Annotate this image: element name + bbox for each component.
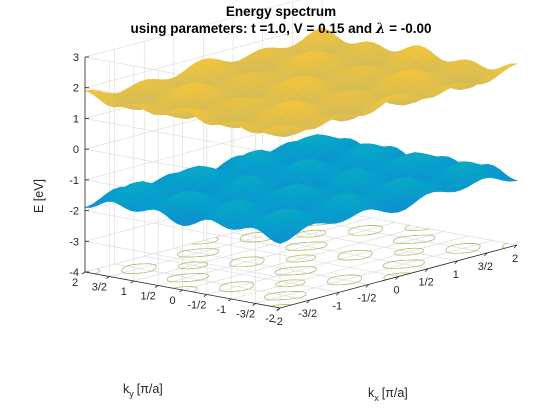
y-tick-label-5: 1/2 xyxy=(140,291,155,303)
grid-floor-y-3 xyxy=(206,231,444,295)
y-tick-label-2: -1 xyxy=(216,304,226,316)
y-tick-label-3: -1/2 xyxy=(187,300,206,312)
grid-back-z-6 xyxy=(84,24,323,89)
grid-floor-y-5 xyxy=(158,222,396,286)
z-tick-label-7: 3 xyxy=(73,52,79,64)
x-tick-label-3: -1/2 xyxy=(357,292,376,304)
z-axis-label: E [eV] xyxy=(32,179,46,213)
grid-left-z-2 xyxy=(84,210,281,247)
z-tick-label-6: 2 xyxy=(73,83,79,95)
x-axis-label-unit: [π/a] xyxy=(382,386,408,400)
y-tick-mark-4 xyxy=(179,289,183,293)
grid-floor-y-2 xyxy=(231,235,469,300)
x-tick-mark-7 xyxy=(484,252,488,257)
y-axis-label-unit: [π/a] xyxy=(137,382,163,396)
z-tick-label-3: -1 xyxy=(69,175,79,187)
y-tick-mark-5 xyxy=(154,285,159,288)
y-axis-label: ky [π/a] xyxy=(123,382,163,399)
y-tick-mark-6 xyxy=(130,280,134,284)
x-tick-mark-5 xyxy=(424,268,429,272)
x-tick-label-4: 0 xyxy=(393,285,399,297)
x-tick-mark-4 xyxy=(395,276,399,280)
y-tick-mark-7 xyxy=(106,276,110,279)
grid-left-z-1 xyxy=(84,240,281,278)
y-tick-label-4: 0 xyxy=(169,295,175,307)
contour-level-4 xyxy=(121,216,481,301)
y-axis-label-main: k xyxy=(123,382,130,396)
grid-floor-y-4 xyxy=(182,226,420,291)
subtitle-lambda: λ xyxy=(375,21,385,37)
x-tick-label-1: -3/2 xyxy=(298,308,317,320)
x-tick-label-5: 1/2 xyxy=(418,277,433,289)
x-axis-label-sub: x xyxy=(374,393,379,403)
energy-surface xyxy=(84,27,518,244)
y-tick-mark-3 xyxy=(203,294,208,297)
x-tick-mark-8 xyxy=(513,244,518,249)
y-tick-mark-1 xyxy=(252,303,256,306)
chart-title: Energy spectrum xyxy=(226,4,336,19)
x-tick-label-0: -2 xyxy=(273,316,283,328)
z-tick-label-0: -4 xyxy=(69,267,79,279)
y-tick-label-6: 1 xyxy=(121,286,127,298)
grid-floor-y-1 xyxy=(255,240,493,304)
z-tick-label-4: 0 xyxy=(73,144,79,156)
y-tick-label-1: -3/2 xyxy=(236,309,255,321)
grid-back-z-7 xyxy=(84,0,301,58)
x-tick-label-2: -1 xyxy=(332,300,342,312)
floor-contours xyxy=(94,210,508,307)
z-tick-label-5: 1 xyxy=(73,113,79,125)
surface-patch xyxy=(504,178,518,182)
subtitle-suffix: = -0.00 xyxy=(385,21,431,36)
y-tick-mark-2 xyxy=(228,298,232,302)
chart-subtitle: using parameters: t =1.0, V = 0.15 and λ… xyxy=(131,21,432,37)
x-tick-mark-3 xyxy=(365,284,370,288)
grid-left-z-5 xyxy=(84,118,281,155)
x-tick-label-7: 3/2 xyxy=(478,261,493,273)
y-tick-label-0: -2 xyxy=(265,313,275,325)
y-tick-mark-8 xyxy=(81,271,86,275)
grid-floor-y-6 xyxy=(133,217,371,282)
x-tick-label-6: 1 xyxy=(453,269,459,281)
x-axis-label-main: k xyxy=(368,386,375,400)
upper-band-surface xyxy=(84,27,518,138)
y-tick-label-7: 3/2 xyxy=(92,282,107,294)
subtitle-prefix: using parameters: t =1.0, V = 0.15 and xyxy=(131,21,376,36)
x-tick-mark-6 xyxy=(454,260,459,265)
x-tick-mark-2 xyxy=(335,291,340,296)
y-tick-label-8: 2 xyxy=(72,277,78,289)
x-axis-label: kx [π/a] xyxy=(368,386,408,403)
x-tick-label-8: 2 xyxy=(512,253,518,265)
x-tick-mark-1 xyxy=(306,299,310,304)
lower-band-surface xyxy=(84,134,518,244)
z-tick-label-1: -3 xyxy=(69,236,79,248)
z-tick-label-2: -2 xyxy=(69,206,79,218)
contour-level-5 xyxy=(94,210,508,307)
surface-patch xyxy=(504,63,518,67)
y-tick-mark-0 xyxy=(276,307,281,311)
tick-labels: -2 -3/2 -1 -1/2 0 1/2 1 3/2 2 -2 -3/2 -1 -1/2 0 1/2 1 3/… xyxy=(69,52,518,328)
y-axis-label-sub: y xyxy=(129,389,134,399)
